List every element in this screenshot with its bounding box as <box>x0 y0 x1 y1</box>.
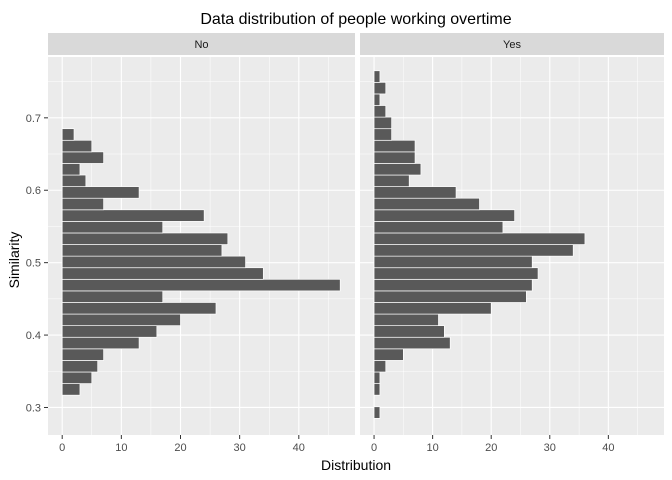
histogram-bar <box>61 197 104 211</box>
facet-strip <box>48 33 355 55</box>
histogram-bar <box>373 186 457 199</box>
facet-panel-yes: Yes 0 10 20 30 40 <box>360 33 664 454</box>
histogram-bar <box>61 209 205 222</box>
histogram-bar <box>61 232 229 245</box>
histogram-bar <box>61 325 158 338</box>
histogram-bar <box>373 174 410 187</box>
histogram-bar <box>373 221 504 234</box>
facet-strip-label: No <box>194 39 208 51</box>
y-tick-label: 0.4 <box>26 330 41 342</box>
histogram-bar <box>373 163 422 176</box>
histogram-bar <box>61 151 104 164</box>
histogram-bar <box>61 360 99 373</box>
x-tick-label: 10 <box>427 442 439 454</box>
x-tick-label: 0 <box>371 442 377 454</box>
facet-strip-label: Yes <box>503 39 521 51</box>
histogram-bar <box>61 139 93 153</box>
histogram-bar <box>373 116 392 130</box>
x-tick-label: 30 <box>544 442 556 454</box>
histogram-bar <box>61 221 164 234</box>
x-tick-label: 20 <box>174 442 186 454</box>
histogram-bar <box>373 151 416 164</box>
histogram-bar <box>61 348 104 361</box>
y-axis: 0.3 0.4 0.5 0.6 0.7 <box>26 113 48 414</box>
facet-panels: No 0 10 20 30 40 Yes 0 10 20 30 40 <box>48 33 664 454</box>
histogram-bar <box>61 186 140 199</box>
histogram-bar <box>373 313 439 327</box>
facet-panel-no: No 0 10 20 30 40 <box>48 33 355 454</box>
histogram-bar <box>61 255 246 269</box>
histogram-bar <box>373 81 387 95</box>
histogram-bar <box>373 360 387 373</box>
histogram-bar <box>373 383 381 396</box>
histogram-bar <box>373 406 381 419</box>
histogram-bar <box>373 325 445 338</box>
x-tick-label: 0 <box>59 442 65 454</box>
histogram-bar <box>373 371 381 384</box>
histogram-bar <box>373 128 392 141</box>
histogram-bar <box>61 267 264 280</box>
histogram-bar <box>373 302 492 315</box>
x-tick-label: 10 <box>115 442 127 454</box>
x-axis-title: Distribution <box>321 457 391 473</box>
histogram-bar <box>373 209 515 222</box>
histogram-bar <box>61 336 140 350</box>
histogram-bar <box>373 105 387 118</box>
histogram-bar <box>61 313 181 327</box>
histogram-bar <box>61 163 81 176</box>
histogram-bar <box>61 244 223 257</box>
histogram-bar <box>373 336 451 350</box>
y-tick-label: 0.3 <box>26 402 41 414</box>
y-tick-label: 0.7 <box>26 113 41 125</box>
histogram-bar <box>373 139 416 153</box>
histogram-bar <box>373 93 381 106</box>
histogram-bar <box>373 278 533 292</box>
x-tick-label: 20 <box>485 442 497 454</box>
histogram-bar <box>373 290 527 303</box>
facet-strip <box>360 33 664 55</box>
histogram-bar <box>61 174 87 187</box>
histogram-bar <box>61 290 164 303</box>
histogram-bar <box>373 70 381 83</box>
histogram-bar <box>373 232 586 245</box>
histogram-bar <box>61 128 75 141</box>
y-tick-label: 0.5 <box>26 258 41 270</box>
histogram-bar <box>61 278 341 292</box>
histogram-bar <box>373 197 480 211</box>
x-tick-label: 40 <box>602 442 614 454</box>
histogram-bar <box>61 383 81 396</box>
chart-title: Data distribution of people working over… <box>200 11 511 28</box>
histogram-bar <box>373 348 404 361</box>
y-tick-label: 0.6 <box>26 185 41 197</box>
y-axis-title: Similarity <box>6 232 22 289</box>
histogram-bar <box>373 255 533 269</box>
histogram-bar <box>373 267 539 280</box>
histogram-bar <box>61 371 93 384</box>
histogram-bar <box>373 244 574 257</box>
x-tick-label: 30 <box>234 442 246 454</box>
x-tick-label: 40 <box>293 442 305 454</box>
histogram-bar <box>61 302 217 315</box>
